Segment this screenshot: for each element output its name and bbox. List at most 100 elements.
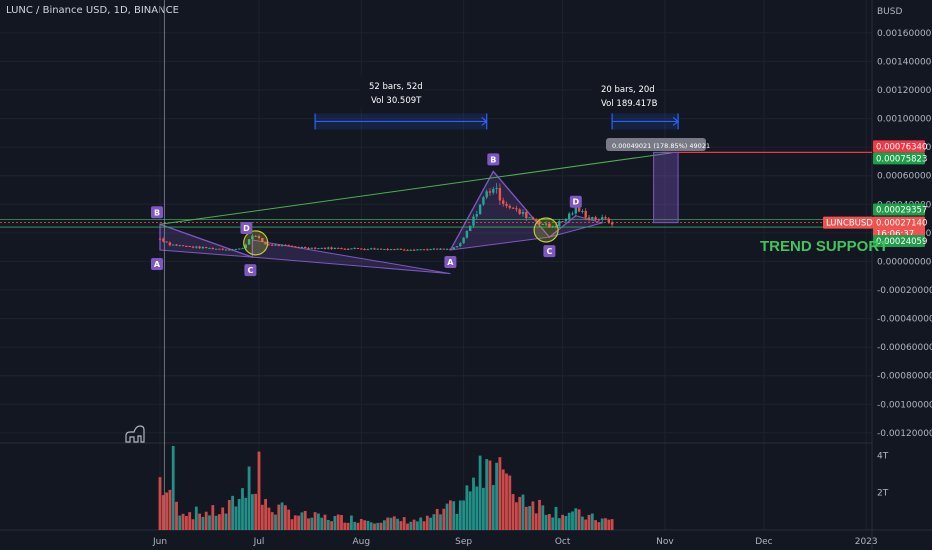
- time-tick-label: Dec: [755, 537, 772, 547]
- candle-body: [601, 217, 604, 220]
- candle-body: [554, 226, 558, 228]
- volume-bar: [597, 522, 601, 530]
- volume-bar: [584, 519, 588, 530]
- volume-bar: [495, 462, 498, 530]
- symbol-title: LUNC / Binance USD, 1D, BINANCE: [6, 5, 179, 16]
- range-label-1: 52 bars, 52d Vol 30.509T: [360, 75, 424, 109]
- range2-vol: Vol 189.417B: [601, 99, 658, 109]
- tag-target-upper: 0.00076340: [876, 142, 927, 152]
- volume-bar: [181, 513, 185, 530]
- volume-bar: [544, 514, 548, 530]
- candle-body: [254, 235, 257, 237]
- volume-bar: [198, 513, 201, 530]
- price-tick-label: -0.00100000: [877, 400, 932, 410]
- candle-body: [449, 248, 452, 250]
- candle-body: [294, 246, 297, 248]
- candle-body: [528, 217, 531, 219]
- candle-body: [280, 244, 284, 246]
- candle-body: [346, 248, 350, 250]
- volume-bar: [237, 499, 241, 530]
- candle-body: [317, 248, 320, 250]
- candle-body: [267, 244, 271, 246]
- candle-body: [178, 245, 181, 247]
- candle-body: [195, 246, 198, 248]
- volume-bar: [501, 469, 505, 530]
- volume-bar: [310, 517, 314, 530]
- candle-body: [165, 241, 168, 243]
- volume-bar: [482, 487, 485, 530]
- candle-body: [478, 204, 482, 215]
- candle-body: [300, 246, 304, 248]
- volume-bar: [257, 451, 261, 530]
- price-range-note-text: 0.00049021 (178.85%) 49021: [612, 142, 710, 150]
- volume-bar: [267, 507, 271, 530]
- time-axis[interactable]: Jun Jul Aug Sep Oct Nov Dec 2023: [152, 537, 878, 547]
- candle-body: [333, 247, 337, 249]
- pattern1-point-d: D: [243, 224, 250, 233]
- volume-bar: [399, 521, 403, 530]
- candle-body: [399, 248, 403, 250]
- candle-body: [234, 248, 238, 250]
- volume-bar: [554, 506, 558, 530]
- volume-bar: [429, 517, 432, 530]
- candle-body: [244, 244, 247, 249]
- volume-bar: [435, 508, 439, 530]
- candle-body: [581, 211, 584, 213]
- volume-bar: [340, 515, 343, 530]
- candle-body: [257, 236, 261, 239]
- volume-bar: [445, 503, 449, 530]
- tag-level-lower: 0.00024059: [876, 237, 927, 247]
- candle-body: [228, 249, 231, 251]
- candle-body: [366, 249, 370, 251]
- candle-body: [162, 238, 165, 242]
- volume-bar: [303, 510, 307, 530]
- candle-body: [205, 247, 208, 249]
- target-box: [653, 151, 679, 224]
- horizontal-levels[interactable]: [0, 151, 872, 228]
- price-tick-label: -0.00060000: [877, 343, 932, 353]
- drawing-overlay[interactable]: A B C D A B C D: [151, 0, 680, 530]
- volume-bar: [392, 516, 396, 530]
- candle-body: [525, 211, 528, 219]
- trend-line: [159, 152, 672, 225]
- candle-body: [551, 226, 554, 228]
- volume-bar: [326, 520, 330, 530]
- volume-bar: [356, 522, 360, 530]
- candle-body: [465, 230, 469, 238]
- volume-bar: [188, 512, 192, 530]
- volume-bar: [284, 505, 287, 530]
- candle-body: [376, 248, 379, 250]
- candle-body: [198, 246, 201, 249]
- pattern1-point-b-bg: [151, 206, 163, 219]
- price-tick-label: -0.00120000: [877, 429, 932, 439]
- candle-body: [168, 242, 172, 246]
- volume-bar: [442, 508, 446, 530]
- candle-body: [472, 216, 475, 226]
- candle-body: [452, 247, 455, 250]
- candle-body: [396, 248, 399, 250]
- pattern1-point-a-bg: [151, 258, 163, 270]
- volume-bar: [161, 495, 165, 530]
- candle-body: [416, 249, 419, 251]
- candle-body: [488, 191, 492, 193]
- candle-body: [482, 197, 485, 205]
- tag-symbol: LUNCBUSD: [826, 219, 873, 229]
- candle-body: [538, 221, 541, 225]
- candle-body: [495, 187, 498, 189]
- volume-bar: [274, 514, 277, 530]
- price-axis[interactable]: 0.00160000 0.00140000 0.00120000 0.00100000…: [877, 29, 932, 499]
- volume-bar: [211, 505, 215, 530]
- pattern2-point-b: B: [490, 155, 496, 164]
- candle-body: [264, 241, 267, 245]
- candle-body: [574, 206, 577, 214]
- volume-bar: [561, 514, 564, 530]
- candle-body: [505, 203, 508, 206]
- volume-bar: [313, 512, 317, 530]
- volume-bar: [607, 519, 611, 530]
- pattern2-point-d: D: [572, 198, 579, 207]
- candle-body: [436, 248, 439, 250]
- candle-body: [511, 207, 515, 209]
- price-tick-label: 0.00000000: [877, 257, 932, 267]
- candle-body: [350, 248, 353, 250]
